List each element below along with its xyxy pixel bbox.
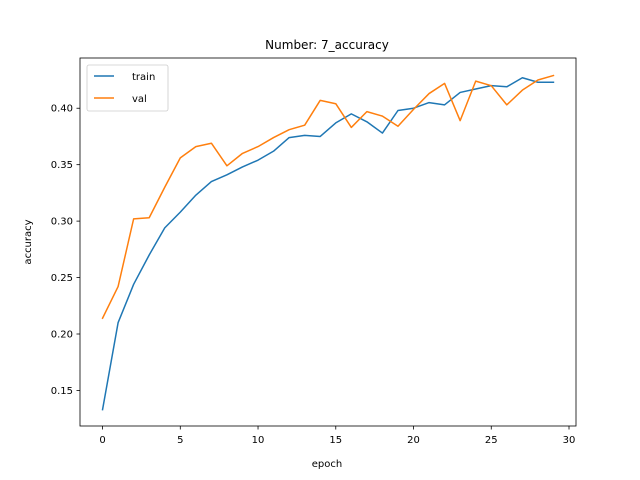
series-line-val: [101, 74, 555, 320]
x-tick-label: 0: [99, 435, 105, 446]
x-tick-label: 10: [252, 435, 265, 446]
x-tick-label: 15: [329, 435, 342, 446]
x-tick-label: 30: [563, 435, 576, 446]
y-axis-label: accuracy: [23, 219, 34, 264]
legend-box: [86, 64, 169, 112]
chart-title: Number: 7_accuracy: [265, 38, 389, 52]
x-tick-label: 5: [177, 435, 183, 446]
y-tick-label: 0.35: [51, 160, 73, 171]
y-tick-label: 0.20: [51, 330, 73, 341]
x-tick-label: 20: [407, 435, 420, 446]
y-tick-label: 0.15: [51, 386, 73, 397]
legend: train val: [86, 64, 169, 112]
y-tick-label: 0.40: [51, 104, 73, 115]
y-tick-label: 0.25: [51, 273, 73, 284]
legend-label-train: train: [132, 72, 155, 83]
x-axis-label: epoch: [312, 459, 342, 470]
axes-frame: [79, 57, 577, 427]
y-tick-label: 0.30: [51, 217, 73, 228]
plot-area: 0 5 10 15 20 25 30 0.15 0.20 0.25 0.30 0.35 0.40: [51, 57, 577, 446]
legend-label-val: val: [132, 94, 147, 105]
x-tick-label: 25: [485, 435, 498, 446]
series-line-train: [101, 77, 555, 411]
